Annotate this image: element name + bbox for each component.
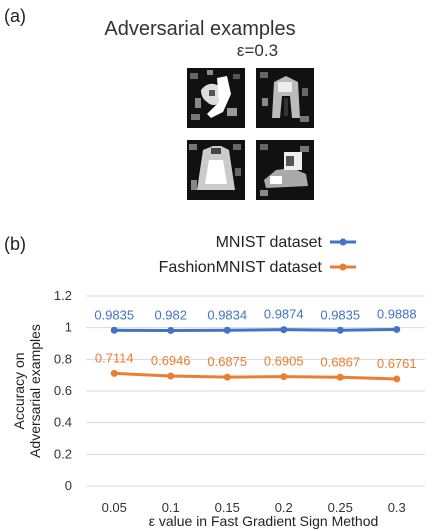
y-tick-label: 0.6 [54, 383, 72, 398]
data-point [167, 327, 175, 335]
series-line-2 [112, 371, 399, 381]
adversarial-image-3 [187, 140, 245, 200]
data-label: 0.9835 [94, 307, 134, 322]
panel-a-label: (a) [4, 6, 26, 26]
y-tick-label: 0.8 [54, 351, 72, 366]
data-point [393, 375, 401, 383]
data-label: 0.6946 [151, 353, 191, 368]
x-tick-label: 0.15 [215, 500, 240, 515]
data-point [280, 326, 288, 334]
data-label: 0.7114 [95, 350, 134, 365]
y-tick-label: 1 [65, 320, 72, 335]
y-tick-label: 0.2 [54, 446, 72, 461]
data-label: 0.6905 [264, 354, 304, 369]
x-axis-title: ε value in Fast Gradient Sign Method [149, 513, 379, 529]
y-axis-title: Adversarial examples [27, 324, 43, 458]
data-label: 0.982 [154, 308, 187, 323]
x-tick-label: 0.1 [162, 500, 180, 515]
x-tick-label: 0.3 [388, 500, 406, 515]
data-point [336, 326, 344, 334]
adversarial-image-grid [187, 68, 314, 202]
x-tick-label: 0.25 [328, 500, 353, 515]
legend-swatch-marker [339, 238, 347, 246]
adversarial-image-4 [256, 140, 314, 200]
data-label: 0.6875 [207, 354, 247, 369]
y-tick-label: 0.4 [54, 415, 72, 430]
data-label: 0.6867 [320, 354, 360, 369]
series-line-1 [112, 327, 399, 333]
panel-b-label: (b) [4, 234, 26, 254]
data-label: 0.9888 [377, 306, 417, 321]
data-label: 0.9835 [320, 307, 360, 322]
legend-label: MNIST dataset [216, 234, 323, 251]
data-label: 0.9874 [264, 307, 304, 322]
data-point [336, 373, 344, 381]
data-point [393, 325, 401, 333]
y-tick-label: 0 [65, 478, 72, 493]
y-axis-title: Accuracy on [11, 352, 27, 429]
adversarial-image-1 [187, 68, 245, 128]
legend-label: FashionMNIST dataset [159, 259, 323, 276]
data-point [280, 373, 288, 381]
data-label: 0.6761 [377, 356, 417, 371]
data-point [167, 372, 175, 380]
y-tick-label: 1.2 [54, 288, 72, 303]
epsilon-label: ε=0.3 [236, 41, 279, 60]
data-label: 0.9834 [207, 307, 247, 322]
adversarial-title: Adversarial examples [104, 18, 296, 40]
data-point [110, 369, 118, 377]
data-point [223, 326, 231, 334]
adversarial-image-2 [256, 68, 314, 128]
x-tick-label: 0.2 [275, 500, 293, 515]
data-point [223, 373, 231, 381]
x-tick-label: 0.05 [102, 500, 127, 515]
accuracy-line-chart: 0 0.2 0.4 0.6 0.8 1 1.2 0.05 0.1 0.15 0.2 0.25 0.3 ε … [11, 234, 425, 529]
legend-swatch-marker [339, 263, 347, 271]
data-point [110, 326, 118, 334]
